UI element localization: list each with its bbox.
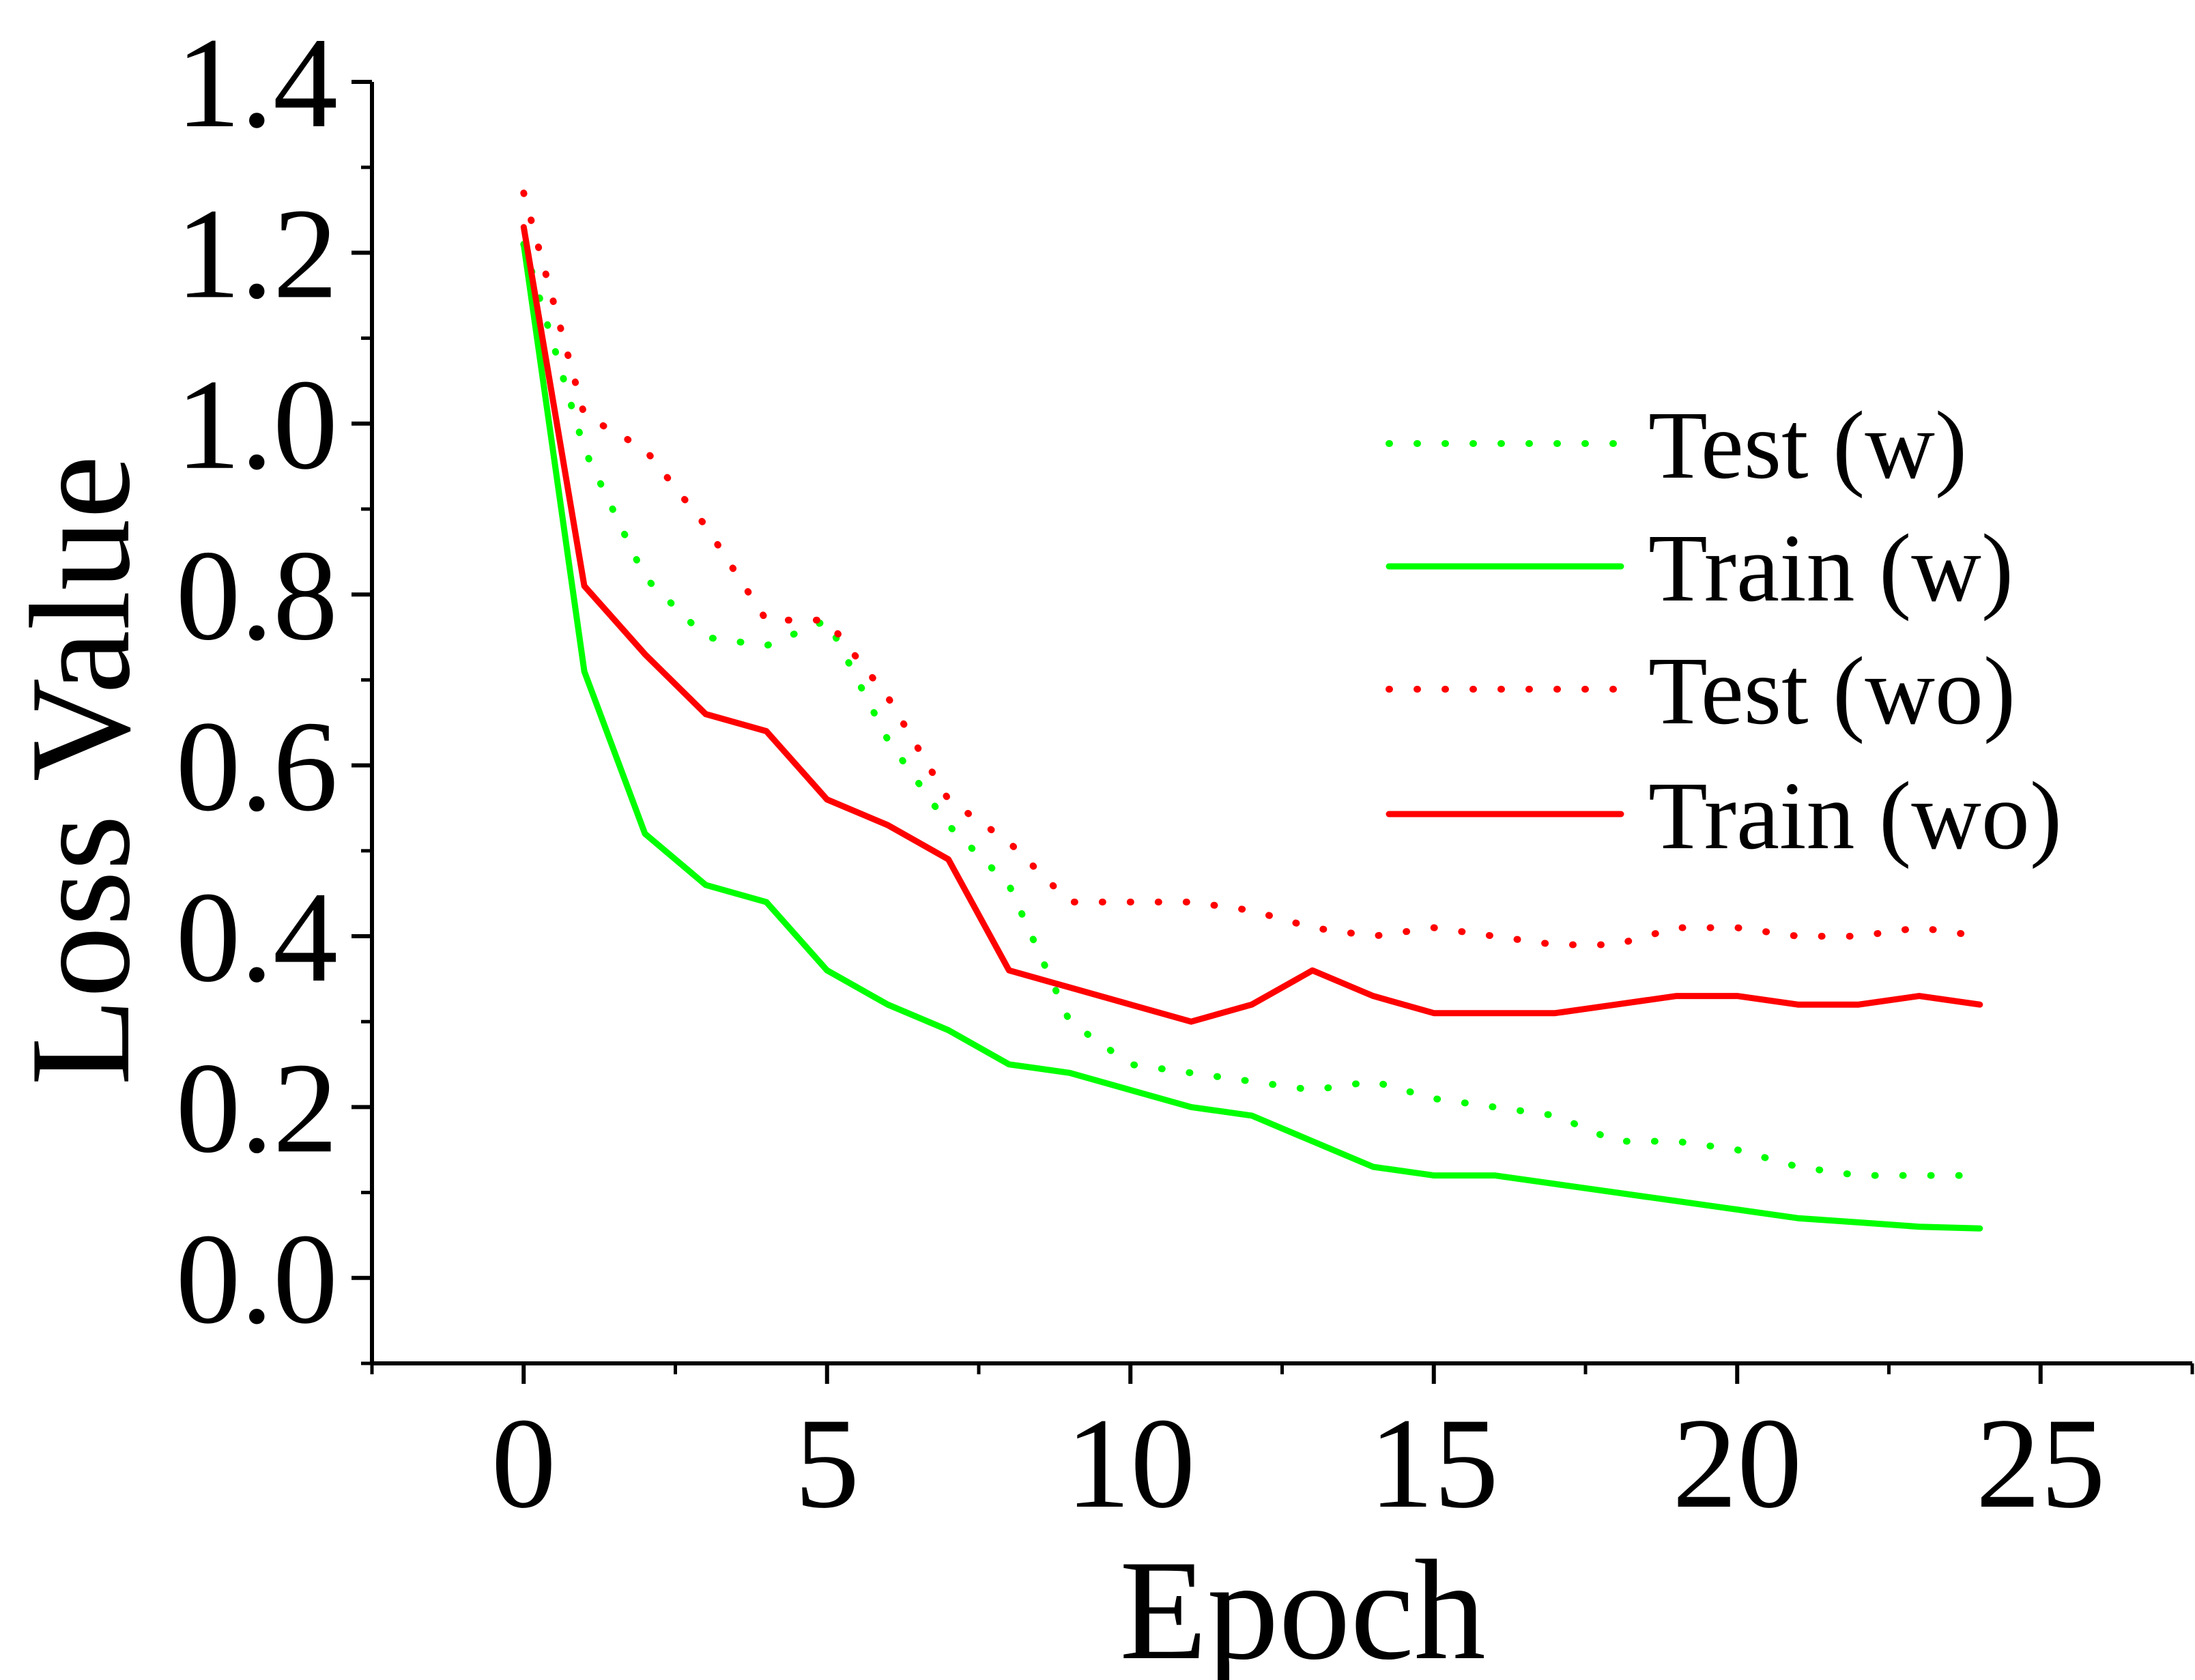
legend-label: Train (w) [1648, 514, 2013, 622]
y-tick-label: 1.4 [176, 12, 339, 155]
y-tick-label: 0.0 [176, 1208, 339, 1351]
y-tick-label: 0.6 [176, 695, 339, 839]
y-tick-label: 0.8 [176, 524, 339, 667]
series-line-train-w [520, 241, 1983, 1232]
x-tick-label: 25 [1976, 1392, 2106, 1535]
x-tick-label: 0 [491, 1392, 556, 1535]
legend: Test (w) Train (w) Test (wo) Train (wo) [1386, 391, 2062, 869]
x-axis-title: Epoch [1119, 1531, 1485, 1680]
series-line-train-wo [520, 224, 1983, 1025]
legend-label: Test (w) [1648, 391, 1967, 499]
y-axis-title: Loss Value [1, 455, 160, 1086]
legend-label: Test (wo) [1648, 637, 2015, 744]
series-layer [520, 189, 1983, 1232]
y-tick-label: 0.2 [176, 1037, 339, 1180]
series-line-test-wo [520, 189, 1983, 948]
legend-label: Train (wo) [1648, 762, 2062, 869]
x-tick-label: 5 [794, 1392, 859, 1535]
y-tick-label: 1.0 [176, 353, 339, 497]
x-tick-label: 10 [1065, 1392, 1195, 1535]
axes: 0.0 0.2 0.4 0.6 0.8 1.0 1.2 1.4 0 5 10 15 20 25 [176, 12, 2194, 1535]
x-tick-label: 15 [1369, 1392, 1499, 1535]
y-tick-label: 1.2 [176, 182, 339, 325]
y-tick-label: 0.4 [176, 866, 339, 1009]
series-line-test-w [520, 240, 1983, 1179]
x-tick-label: 20 [1672, 1392, 1802, 1535]
